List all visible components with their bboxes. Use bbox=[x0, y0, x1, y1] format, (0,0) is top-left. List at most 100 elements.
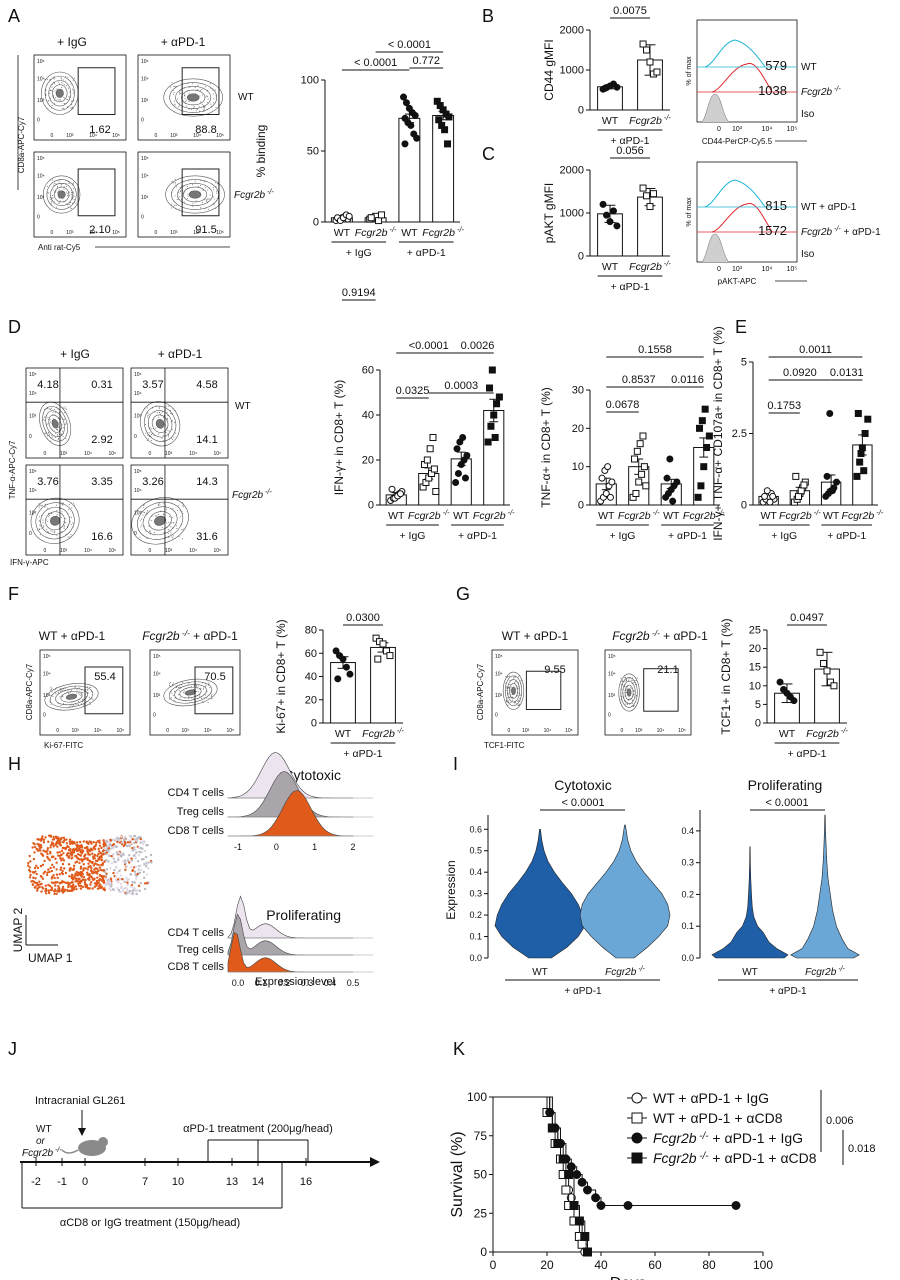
flow-dot bbox=[201, 88, 203, 90]
day-label: -2 bbox=[31, 1176, 41, 1188]
umap-point bbox=[137, 836, 141, 839]
category-label: WT bbox=[823, 510, 840, 522]
y-tick-label: 0 bbox=[741, 500, 747, 512]
flow-dot bbox=[87, 689, 89, 691]
axis-tick-label: 10⁵ bbox=[134, 469, 142, 475]
flow-dot bbox=[181, 529, 183, 531]
flow-dot bbox=[165, 409, 167, 411]
quadrant-value: 4.18 bbox=[37, 379, 58, 391]
flow-contour bbox=[55, 88, 64, 98]
data-point bbox=[339, 655, 347, 663]
axis-tick-label: 10⁵ bbox=[565, 728, 573, 734]
umap-point bbox=[90, 881, 93, 884]
flow-dot bbox=[507, 704, 509, 706]
flow-gate bbox=[181, 67, 220, 115]
umap-point bbox=[104, 874, 108, 877]
flow-dot bbox=[56, 433, 58, 435]
panel-letter: K bbox=[453, 1039, 465, 1059]
flow-dot bbox=[158, 412, 160, 414]
umap-point bbox=[139, 846, 142, 850]
umap-point bbox=[109, 889, 113, 892]
flow-dot bbox=[165, 424, 167, 426]
x-tick-label: 20 bbox=[540, 1258, 554, 1272]
flow-dot bbox=[631, 699, 633, 701]
flow-dot bbox=[173, 699, 175, 701]
flow-dot bbox=[174, 179, 176, 181]
axis-tick-label: 0 bbox=[141, 214, 144, 220]
flow-dot bbox=[166, 508, 168, 510]
axis-tick-label: 10³ bbox=[495, 693, 503, 699]
flow-dot bbox=[183, 691, 185, 693]
flow-dot bbox=[169, 698, 171, 700]
flow-dot bbox=[73, 77, 75, 79]
data-point bbox=[599, 200, 607, 208]
axis-tick-label: 10⁴ bbox=[204, 728, 212, 734]
umap-point bbox=[29, 873, 32, 877]
umap-point bbox=[86, 841, 89, 845]
flow-dot bbox=[175, 525, 177, 527]
flow-dot bbox=[621, 695, 623, 697]
flow-dot bbox=[38, 507, 40, 509]
flow-dot bbox=[47, 507, 49, 509]
y-tick-label: 40 bbox=[305, 671, 317, 683]
panel-letter: B bbox=[482, 6, 494, 26]
flow-dot bbox=[168, 405, 170, 407]
umap-point bbox=[78, 884, 81, 888]
y-tick-label: 0 bbox=[368, 500, 374, 512]
category-label: WT bbox=[742, 967, 758, 978]
umap-point bbox=[131, 841, 134, 845]
umap-point bbox=[115, 866, 118, 869]
flow-plot-frame bbox=[130, 367, 229, 459]
umap-point bbox=[100, 846, 103, 850]
umap-point bbox=[61, 862, 65, 866]
axis-tick-label: 10⁵ bbox=[29, 372, 37, 378]
umap-point bbox=[39, 864, 43, 868]
flow-gate bbox=[77, 67, 116, 115]
umap-point bbox=[105, 839, 108, 843]
ridge-row-label: CD8 T cells bbox=[168, 825, 225, 837]
umap-x-label: UMAP 1 bbox=[28, 951, 73, 965]
flow-contour bbox=[511, 686, 516, 695]
umap-point bbox=[93, 885, 97, 888]
umap-point bbox=[72, 868, 75, 871]
umap-point bbox=[100, 856, 103, 859]
flow-dot bbox=[158, 513, 160, 515]
umap-point bbox=[145, 844, 148, 847]
axis-tick-label: 10⁴ bbox=[141, 174, 149, 180]
flow-dot bbox=[162, 439, 164, 441]
y-tick-label: 0.3 bbox=[469, 889, 482, 899]
data-point bbox=[761, 492, 769, 500]
umap-point bbox=[75, 841, 79, 844]
flow-dot bbox=[72, 79, 74, 81]
flow-dot bbox=[42, 519, 44, 521]
axis-tick-label: 0 bbox=[134, 434, 137, 440]
umap-point bbox=[139, 837, 142, 841]
umap-point bbox=[37, 883, 40, 887]
data-point bbox=[577, 1239, 587, 1249]
flow-contour bbox=[51, 419, 59, 429]
umap-point bbox=[128, 861, 131, 864]
data-point bbox=[491, 434, 499, 441]
flow-dot bbox=[621, 679, 623, 681]
flow-dot bbox=[53, 184, 55, 186]
column-title: Fcgr2b -/- + αPD-1 bbox=[612, 628, 708, 643]
flow-contour bbox=[55, 688, 88, 706]
x-tick-label: 40 bbox=[594, 1258, 608, 1272]
umap-point bbox=[107, 841, 111, 844]
flow-dot bbox=[56, 514, 58, 516]
flow-dot bbox=[163, 503, 165, 505]
flow-dot bbox=[143, 511, 145, 513]
category-label: Fcgr2b -/- bbox=[408, 508, 450, 522]
umap-point bbox=[132, 854, 136, 857]
flow-dot bbox=[178, 208, 180, 210]
umap-point bbox=[122, 853, 125, 857]
flow-dot bbox=[508, 683, 510, 685]
flow-contour bbox=[163, 78, 223, 117]
umap-point bbox=[125, 890, 129, 893]
flow-contour bbox=[137, 501, 184, 540]
flow-dot bbox=[205, 684, 207, 686]
data-point bbox=[604, 463, 612, 471]
flow-contour bbox=[46, 179, 77, 210]
flow-dot bbox=[47, 521, 49, 523]
umap-point bbox=[78, 845, 81, 848]
